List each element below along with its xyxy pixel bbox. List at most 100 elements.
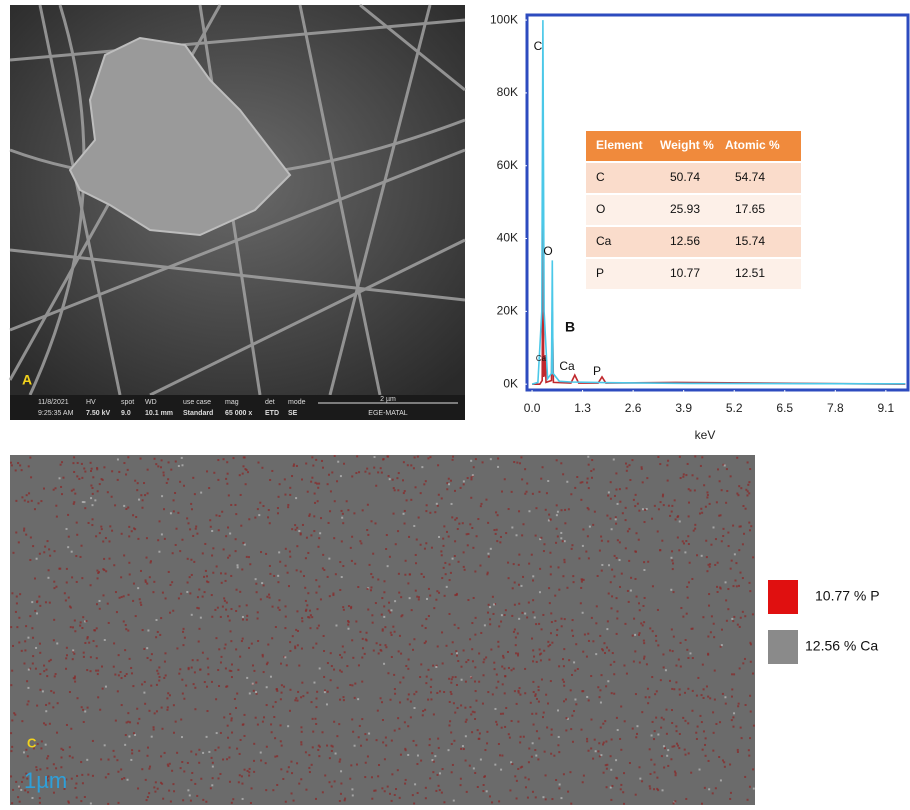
map-speckle <box>220 732 222 734</box>
map-speckle <box>734 580 736 582</box>
map-speckle <box>403 513 405 515</box>
map-speckle <box>542 614 544 616</box>
map-speckle <box>470 497 472 499</box>
map-speckle <box>197 659 199 661</box>
map-speckle <box>331 471 333 473</box>
map-speckle <box>367 755 369 757</box>
map-speckle <box>727 588 729 590</box>
map-speckle <box>99 608 101 610</box>
map-speckle <box>657 456 659 458</box>
map-speckle <box>535 507 537 509</box>
info-text: 65 000 x <box>225 410 252 417</box>
map-speckle <box>643 642 645 644</box>
map-speckle <box>616 717 618 719</box>
map-speckle <box>362 638 364 640</box>
map-speckle <box>731 688 733 690</box>
map-speckle <box>423 483 425 485</box>
map-speckle <box>544 751 546 753</box>
map-speckle <box>244 769 246 771</box>
map-speckle <box>314 718 316 720</box>
map-speckle <box>470 478 472 480</box>
map-speckle <box>439 789 441 791</box>
map-speckle <box>156 670 158 672</box>
map-speckle <box>253 690 255 692</box>
map-speckle <box>35 647 37 649</box>
map-speckle <box>635 551 637 553</box>
map-speckle <box>318 755 320 757</box>
map-speckle <box>46 757 48 759</box>
map-speckle <box>493 662 495 664</box>
map-speckle <box>556 629 558 631</box>
map-speckle <box>140 494 142 496</box>
map-speckle <box>28 465 30 467</box>
map-speckle <box>601 648 603 650</box>
map-speckle <box>205 570 207 572</box>
map-speckle <box>342 522 344 524</box>
map-speckle <box>131 530 133 532</box>
map-speckle <box>661 540 663 542</box>
map-speckle <box>480 505 482 507</box>
map-speckle <box>230 719 232 721</box>
map-speckle <box>587 456 589 458</box>
map-speckle <box>638 602 640 604</box>
map-speckle <box>173 704 175 706</box>
map-speckle <box>351 560 353 562</box>
map-speckle <box>284 627 286 629</box>
map-speckle <box>123 505 125 507</box>
map-speckle <box>61 461 63 463</box>
map-speckle <box>212 762 214 764</box>
map-speckle <box>102 479 104 481</box>
map-speckle <box>635 736 637 738</box>
map-speckle <box>431 547 433 549</box>
map-speckle <box>670 589 672 591</box>
map-speckle <box>487 612 489 614</box>
map-speckle <box>322 554 324 556</box>
map-speckle <box>538 701 540 703</box>
map-speckle <box>101 666 103 668</box>
map-speckle <box>701 694 703 696</box>
map-speckle <box>297 644 299 646</box>
map-speckle <box>230 630 232 632</box>
map-speckle <box>493 603 495 605</box>
map-speckle <box>34 578 36 580</box>
map-speckle <box>285 616 287 618</box>
map-speckle <box>169 694 171 696</box>
map-speckle <box>388 475 390 477</box>
map-speckle <box>384 626 386 628</box>
map-speckle <box>726 620 728 622</box>
map-speckle <box>81 545 83 547</box>
map-speckle <box>330 679 332 681</box>
map-speckle <box>430 678 432 680</box>
map-speckle <box>469 765 471 767</box>
map-speckle <box>84 796 86 798</box>
map-speckle <box>675 725 677 727</box>
map-speckle <box>148 710 150 712</box>
map-speckle <box>163 472 165 474</box>
map-speckle <box>127 507 129 509</box>
map-speckle <box>678 747 680 749</box>
map-speckle <box>427 457 429 459</box>
map-speckle <box>687 535 689 537</box>
map-speckle <box>269 573 271 575</box>
map-speckle <box>50 659 52 661</box>
map-speckle <box>480 632 482 634</box>
map-speckle <box>334 500 336 502</box>
map-speckle <box>114 674 116 676</box>
map-speckle <box>415 486 417 488</box>
map-speckle <box>308 754 310 756</box>
map-speckle <box>99 600 101 602</box>
map-speckle <box>629 464 631 466</box>
map-speckle <box>178 465 180 467</box>
map-speckle <box>390 609 392 611</box>
map-speckle <box>712 792 714 794</box>
map-speckle <box>249 563 251 565</box>
map-speckle <box>313 515 315 517</box>
map-speckle <box>492 596 494 598</box>
map-speckle <box>262 655 264 657</box>
map-speckle <box>413 740 415 742</box>
map-speckle <box>448 749 450 751</box>
map-speckle <box>55 673 57 675</box>
map-speckle <box>37 743 39 745</box>
map-speckle <box>91 524 93 526</box>
map-speckle <box>148 768 150 770</box>
